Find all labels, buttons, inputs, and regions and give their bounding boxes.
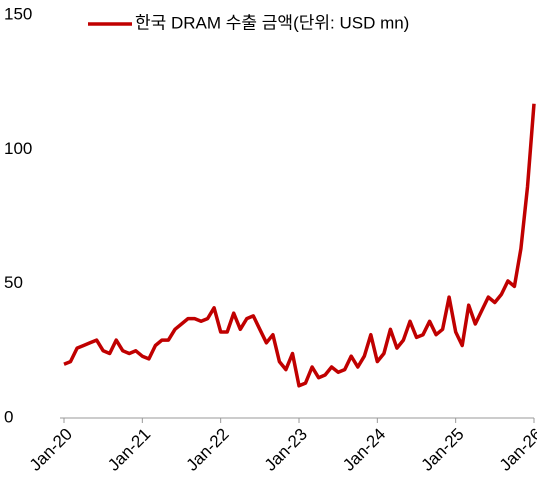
x-tick-label: Jan-25 [417,425,467,475]
y-tick-label: 50 [4,273,23,292]
y-tick-label: 100 [4,139,32,158]
y-tick-label: 0 [4,407,13,426]
x-tick-label: Jan-21 [104,425,154,475]
legend-label: 한국 DRAM 수출 금액(단위: USD mn) [135,13,409,32]
x-tick-label: Jan-23 [261,425,311,475]
x-tick-label: Jan-20 [26,425,76,475]
x-tick-label: Jan-24 [339,425,389,475]
x-tick-label: Jan-22 [182,425,232,475]
line-series [63,103,536,388]
x-tick-label: Jan-26 [496,425,537,475]
y-tick-label: 150 [4,4,32,23]
